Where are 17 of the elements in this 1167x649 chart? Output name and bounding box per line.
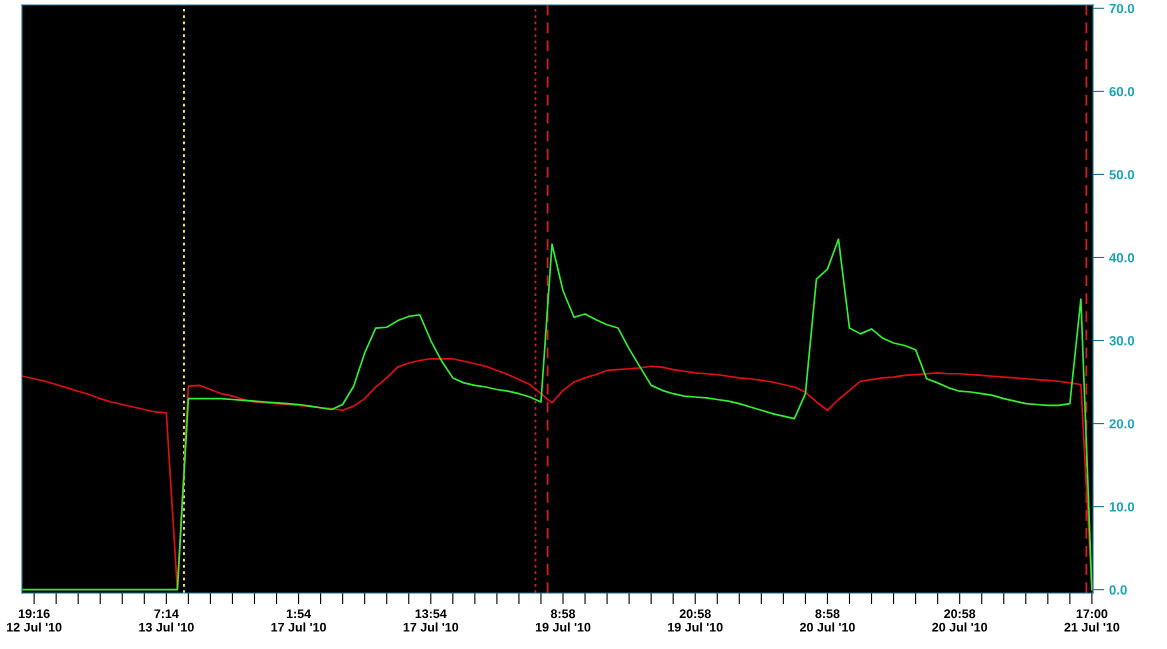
y-tick-label: 50.0 xyxy=(1109,169,1135,180)
y-tick-label: 30.0 xyxy=(1109,336,1135,346)
x-tick-label: 8:58 19 Jul '10 xyxy=(535,609,591,632)
x-tick-label: 1:54 17 Jul '10 xyxy=(271,609,326,632)
x-tick-label: 7:14 13 Jul '10 xyxy=(139,609,194,632)
y-tick-label: 60.0 xyxy=(1109,86,1135,97)
x-tick-label: 20:58 20 Jul '10 xyxy=(932,609,988,632)
y-tick-label: 0.0 xyxy=(1109,585,1127,595)
x-tick-label: 20:58 19 Jul '10 xyxy=(668,609,723,632)
x-tick-label: 17:00 21 Jul '10 xyxy=(1064,609,1120,632)
y-tick-label: 10.0 xyxy=(1109,502,1135,512)
x-tick-label: 8:58 20 Jul '10 xyxy=(800,609,855,632)
x-tick-label: 19:16 12 Jul '10 xyxy=(7,609,62,632)
x-tick-label: 13:54 17 Jul '10 xyxy=(403,609,459,632)
y-tick-label: 40.0 xyxy=(1109,253,1135,263)
y-tick-label: 20.0 xyxy=(1109,419,1135,429)
y-tick-label: 70.0 xyxy=(1109,3,1135,14)
